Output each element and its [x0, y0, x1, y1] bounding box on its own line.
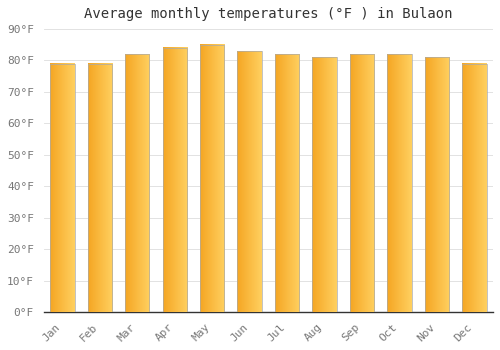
Bar: [462, 64, 486, 312]
Bar: [200, 45, 224, 312]
Bar: [162, 48, 187, 312]
Bar: [238, 51, 262, 312]
Bar: [350, 54, 374, 312]
Bar: [88, 64, 112, 312]
Bar: [388, 54, 411, 312]
Bar: [50, 64, 74, 312]
Bar: [312, 57, 336, 312]
Bar: [275, 54, 299, 312]
Bar: [125, 54, 150, 312]
Title: Average monthly temperatures (°F ) in Bulaon: Average monthly temperatures (°F ) in Bu…: [84, 7, 452, 21]
Bar: [424, 57, 449, 312]
